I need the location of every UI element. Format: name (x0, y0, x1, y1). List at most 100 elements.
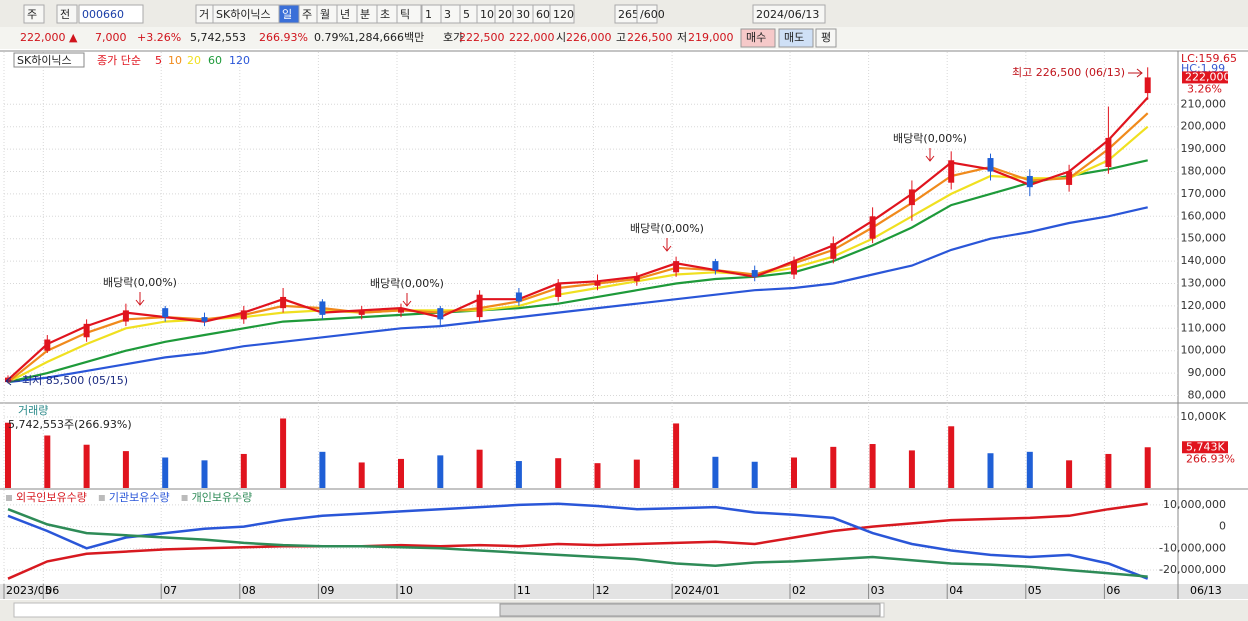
dividend-arrow (402, 293, 412, 307)
toolbar-button[interactable] (23, 4, 45, 24)
volume-bar (1105, 453, 1112, 488)
y-tick-label: 140,000 (1181, 254, 1227, 267)
volume-bar (44, 435, 51, 488)
toolbar-button[interactable] (636, 4, 658, 24)
legend-entry[interactable]: 20 (187, 54, 201, 67)
toolbar-label: 265 (618, 8, 639, 21)
quote-field: 222,500 (459, 31, 505, 44)
quote-field: 호가 (443, 31, 463, 44)
legend-entry[interactable]: 5 (155, 54, 162, 67)
volume-bar (1026, 451, 1033, 488)
toolbar-label: 60 (536, 8, 550, 21)
toolbar-label: 초 (380, 8, 390, 21)
moving-average-line (7, 96, 1149, 381)
volume-bar (1066, 460, 1073, 488)
x-axis-band (0, 584, 1248, 599)
order-button[interactable] (815, 28, 837, 48)
toolbar-button[interactable] (549, 4, 575, 24)
toolbar-label: 30 (516, 8, 530, 21)
legend-entry[interactable]: 60 (208, 54, 222, 67)
toolbar-button[interactable] (56, 4, 78, 24)
quote-field: 5,742,553 (190, 31, 246, 44)
dividend-label: 배당락(0,00%) (103, 276, 177, 289)
quote-field: +3.26% (137, 31, 181, 44)
order-button[interactable] (740, 28, 776, 48)
dividend-arrow (662, 238, 672, 252)
toolbar-label: 분 (360, 8, 370, 21)
low-annotation: 최저 85,500 (05/15) (22, 374, 128, 387)
volume-bar (869, 444, 876, 488)
volume-bar (358, 462, 365, 488)
x-end-label: 06/13 (1190, 584, 1222, 597)
y-tick-label: 10,000K (1180, 410, 1226, 423)
toolbar-label: 년 (340, 8, 350, 21)
legend-swatch (181, 495, 188, 501)
toolbar-label: 거 (199, 8, 209, 21)
volume-bar (791, 457, 797, 488)
volume-bar (987, 453, 994, 488)
candle-body (673, 261, 680, 273)
candle-body (555, 283, 562, 297)
volume-bar (515, 461, 522, 488)
candle-body (948, 160, 955, 183)
quote-field: 1,284,666백만 (348, 31, 424, 44)
holding-line (7, 502, 1149, 580)
y-tick-label: 110,000 (1181, 321, 1227, 334)
toolbar-label: 2024/06/13 (756, 8, 819, 21)
dividend-label: 배당락(0,00%) (893, 132, 967, 145)
y-tick-label: -20,000,000 (1159, 563, 1226, 576)
y-tick-label: 80,000 (1188, 389, 1227, 402)
quote-field: 0.79% (314, 31, 349, 44)
dividend-label: 배당락(0,00%) (370, 277, 444, 290)
legend-entry[interactable]: 120 (229, 54, 250, 67)
quote-field: 고 (616, 31, 626, 44)
quote-field: 226,000 (566, 31, 612, 44)
toolbar-label: 3 (444, 8, 451, 21)
y-tick-label: 0 (1219, 520, 1226, 533)
candle-body (1066, 171, 1073, 185)
scroll-thumb[interactable] (499, 603, 881, 617)
candle-body (319, 301, 326, 315)
toolbar-button[interactable] (396, 4, 422, 24)
quote-field: 시 (556, 31, 566, 44)
arrow (1128, 68, 1143, 78)
x-tick-label: 2023/05 (6, 584, 52, 597)
holding-line (7, 508, 1148, 578)
x-tick-label: 08 (242, 584, 256, 597)
y-tick-label: 120,000 (1181, 299, 1227, 312)
volume-bar (908, 450, 915, 488)
x-tick-label: 04 (949, 584, 963, 597)
quote-field: 226,500 (627, 31, 673, 44)
quote-field: 매수 (746, 31, 766, 44)
volume-bar (319, 451, 326, 488)
toolbar-label: 월 (320, 8, 330, 21)
moving-average-line (7, 159, 1148, 384)
toolbar-button[interactable] (752, 4, 826, 24)
y-tick-label: 180,000 (1181, 164, 1227, 177)
change-label: 3.26% (1187, 82, 1222, 95)
holding-line (7, 502, 1148, 580)
legend-swatch (98, 495, 105, 501)
volume-bar (437, 455, 444, 488)
legend-title: 종가 단순 (97, 54, 141, 67)
x-tick-label: 02 (792, 584, 806, 597)
candle-body (122, 310, 129, 322)
ratio-label: 266.93% (1186, 452, 1235, 465)
last-volume-label: 5,743K (1186, 440, 1225, 453)
legend-entry[interactable]: 10 (168, 54, 182, 67)
panel-subtitle: 5,742,553주(266.93%) (8, 418, 132, 431)
toolbar-label: /600 (640, 8, 665, 21)
quote-field: 222,000 (509, 31, 555, 44)
candle-body (1026, 175, 1033, 188)
candle-body (83, 323, 90, 338)
legend-entry[interactable]: 기관보유수량 (109, 491, 170, 504)
legend-entry[interactable]: 개인보유수량 (192, 491, 253, 504)
legend-entry[interactable]: 외국인보유수량 (16, 491, 87, 504)
toolbar-button[interactable] (78, 4, 144, 24)
y-tick-label: -10,000,000 (1159, 541, 1226, 554)
legend-swatch (6, 495, 12, 501)
order-button[interactable] (778, 28, 814, 48)
toolbar-label: 1 (425, 8, 432, 21)
